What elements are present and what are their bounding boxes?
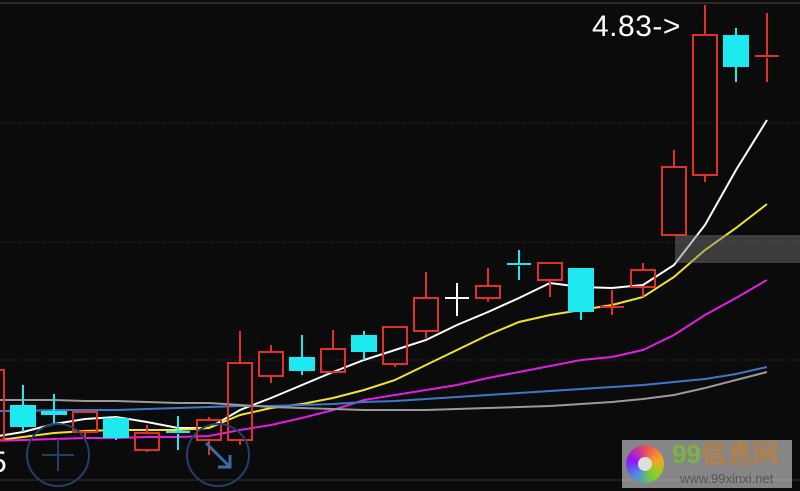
candle-body: [661, 166, 687, 236]
candle: [10, 385, 36, 432]
ma-line-2: [0, 203, 768, 441]
candle: [723, 28, 749, 82]
candle-body: [382, 326, 408, 365]
watermark-name: 99信息网: [672, 440, 779, 468]
watermark-cn: 信息网: [700, 439, 779, 469]
ma-line-1: [0, 119, 768, 437]
candle: [289, 335, 315, 375]
candle-body: [723, 35, 749, 67]
candle: [692, 5, 718, 182]
candle: [755, 13, 779, 82]
candle: [0, 369, 5, 441]
candle-body: [320, 348, 346, 373]
candle: [382, 326, 408, 367]
candle-body: [475, 285, 501, 299]
candle: [413, 272, 439, 338]
arrow-down-right-icon: [204, 441, 232, 469]
candle: [351, 331, 377, 360]
candle-body: [351, 335, 377, 352]
candle-body: [258, 351, 284, 377]
candle: [320, 330, 346, 373]
candle: [166, 416, 190, 450]
candle: [445, 283, 469, 316]
watermark-url: www.99xinxi.net: [680, 471, 774, 486]
crosshair-highlight: [675, 235, 800, 263]
candle-body: [413, 297, 439, 332]
candle: [507, 250, 531, 280]
plus-icon: [42, 439, 74, 471]
candle: [568, 268, 594, 320]
candle-body: [134, 432, 160, 451]
candle-body: [289, 357, 315, 371]
candle: [537, 262, 563, 297]
candle-body: [630, 269, 656, 288]
candle: [258, 345, 284, 383]
left-edge-label: 5: [0, 446, 7, 480]
expand-button[interactable]: [186, 423, 250, 487]
candle: [103, 417, 129, 440]
candle-body: [72, 411, 98, 433]
candle: [630, 263, 656, 297]
watermark-logo: [626, 445, 664, 483]
candle-body: [10, 405, 36, 427]
ma-line-5: [0, 371, 768, 411]
zoom-in-button[interactable]: [26, 423, 90, 487]
candle: [661, 150, 687, 236]
watermark-digits: 99: [672, 439, 701, 469]
candle: [475, 268, 501, 302]
candle: [600, 290, 624, 315]
ma-line-4: [0, 366, 768, 412]
candle-body: [537, 262, 563, 281]
candle-body: [41, 411, 67, 415]
candle-body: [103, 418, 129, 438]
watermark: 99信息网 www.99xinxi.net: [622, 440, 792, 488]
max-price-label: 4.83->: [592, 10, 681, 43]
candle-body: [692, 34, 718, 176]
candle-body: [0, 369, 5, 441]
candle-body: [568, 268, 594, 312]
candle: [134, 425, 160, 452]
